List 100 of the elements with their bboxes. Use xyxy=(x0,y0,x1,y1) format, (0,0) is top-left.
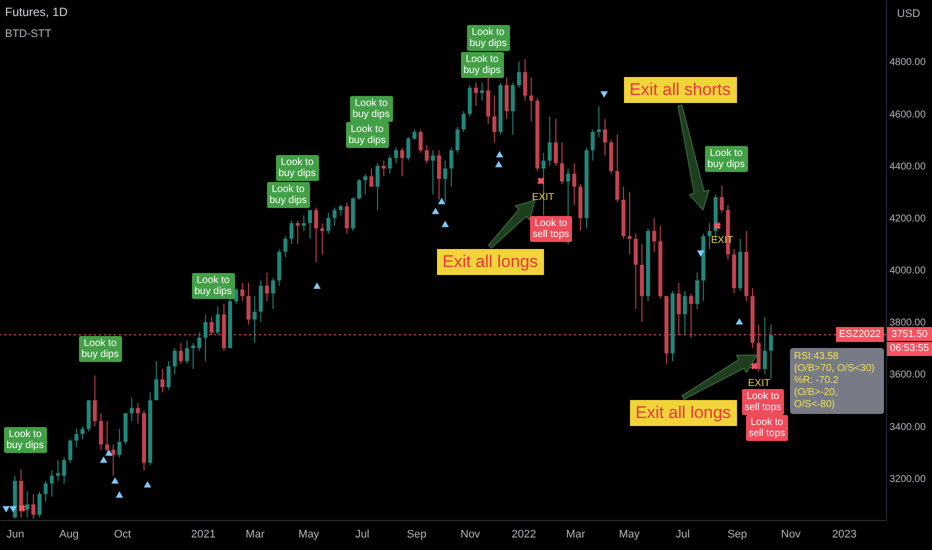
x-tick-label: Jul xyxy=(676,528,690,540)
candlestick xyxy=(332,207,337,226)
candlestick xyxy=(762,316,767,375)
candlestick xyxy=(25,490,30,518)
annotation: Look to buy dips xyxy=(346,122,389,148)
x-tick-label: Sep xyxy=(727,528,748,540)
candlestick xyxy=(117,428,122,458)
y-tick-label: 3400.00 xyxy=(890,422,926,433)
candlestick xyxy=(628,191,632,255)
candlestick xyxy=(676,282,681,336)
y-tick-label: 3600.00 xyxy=(890,370,926,381)
candlestick xyxy=(400,147,404,177)
annotation: Exit all longs xyxy=(630,400,737,426)
candlestick xyxy=(338,204,343,216)
annotation: Exit all longs xyxy=(436,248,544,276)
point xyxy=(2,506,10,513)
candlestick xyxy=(474,82,478,106)
candlestick xyxy=(80,426,85,440)
text: BTD-STT xyxy=(5,28,52,40)
candlestick xyxy=(480,82,484,102)
candlestick xyxy=(197,332,202,352)
candlestick xyxy=(443,160,448,203)
text: 06:53:55 xyxy=(887,342,932,356)
annotation: Look to buy dips xyxy=(466,25,510,51)
annotation: Look to buy dips xyxy=(266,182,310,208)
candlestick xyxy=(154,360,158,401)
y-tick-label: 3200.00 xyxy=(890,474,926,485)
candlestick xyxy=(406,136,410,162)
candlestick xyxy=(203,314,208,362)
x-tick-label: Nov xyxy=(460,528,481,540)
point xyxy=(496,150,504,158)
point xyxy=(714,222,721,230)
candlestick xyxy=(369,168,374,188)
candlestick xyxy=(357,178,362,200)
candlestick xyxy=(246,282,250,326)
x-tick-label: Sep xyxy=(406,528,427,540)
candlestick xyxy=(178,342,183,364)
x-tick-label: Oct xyxy=(114,528,132,540)
candlestick xyxy=(271,277,276,310)
annotation: Look to sell tops xyxy=(746,415,788,441)
y-tick-label: 3800.00 xyxy=(890,318,926,329)
x-tick-label: Mar xyxy=(246,528,265,540)
y-tick-label: 4200.00 xyxy=(890,213,926,224)
candlestick xyxy=(695,272,700,310)
candlestick xyxy=(523,58,528,102)
annotation: Exit all shorts xyxy=(624,76,737,104)
candlestick xyxy=(296,220,300,244)
candlestick xyxy=(56,460,60,482)
annotation: Look to sell tops xyxy=(742,389,784,415)
candlestick xyxy=(394,147,398,164)
candlestick xyxy=(449,147,454,188)
candlestick xyxy=(191,342,196,370)
candlestick xyxy=(548,116,552,166)
point xyxy=(750,362,758,370)
candlestick xyxy=(252,296,257,344)
candlestick xyxy=(160,368,164,393)
candlestick xyxy=(62,457,66,484)
candlestick xyxy=(382,160,386,177)
candlestick xyxy=(682,290,687,336)
annotation: Look to sell tops xyxy=(530,216,572,242)
candlestick xyxy=(462,110,466,133)
point xyxy=(438,198,446,204)
annotation: Look to buy dips xyxy=(276,155,319,181)
candlestick xyxy=(708,222,712,250)
candlestick xyxy=(240,282,244,302)
candlestick xyxy=(44,480,48,502)
candlestick xyxy=(437,150,442,200)
candlestick xyxy=(363,173,368,196)
candlestick xyxy=(516,61,521,88)
candlestick xyxy=(412,128,416,140)
candlestick xyxy=(68,438,72,464)
x-tick-label: Mar xyxy=(566,528,586,540)
ref-line-label: ESZ2022 xyxy=(836,326,884,342)
candlestick xyxy=(216,306,220,336)
y-axis-title: USD xyxy=(897,8,920,20)
point xyxy=(600,91,608,98)
annotation: EXIT xyxy=(748,378,770,388)
point xyxy=(144,481,152,488)
candlestick xyxy=(166,360,171,390)
candlestick xyxy=(302,214,306,232)
point xyxy=(18,504,26,512)
point xyxy=(495,160,502,168)
candlestick xyxy=(172,348,177,375)
candlestick xyxy=(418,128,423,154)
candlestick xyxy=(768,324,773,380)
point xyxy=(111,477,119,484)
candlestick xyxy=(290,220,294,244)
x-tick-label: 2021 xyxy=(191,528,216,540)
candlestick xyxy=(388,154,392,174)
candlestick xyxy=(130,397,134,422)
candlestick xyxy=(720,184,724,214)
x-tick-label: Nov xyxy=(781,528,802,540)
x-tick-label: Aug xyxy=(59,528,79,540)
point xyxy=(537,177,544,184)
x-tick-label: Jul xyxy=(355,528,370,540)
point xyxy=(441,220,449,228)
point xyxy=(313,282,321,289)
candlestick xyxy=(529,76,534,122)
candlestick xyxy=(603,118,608,156)
annotation: RSI:43.58 (O/B>70, O/S<30) xyxy=(794,350,876,375)
